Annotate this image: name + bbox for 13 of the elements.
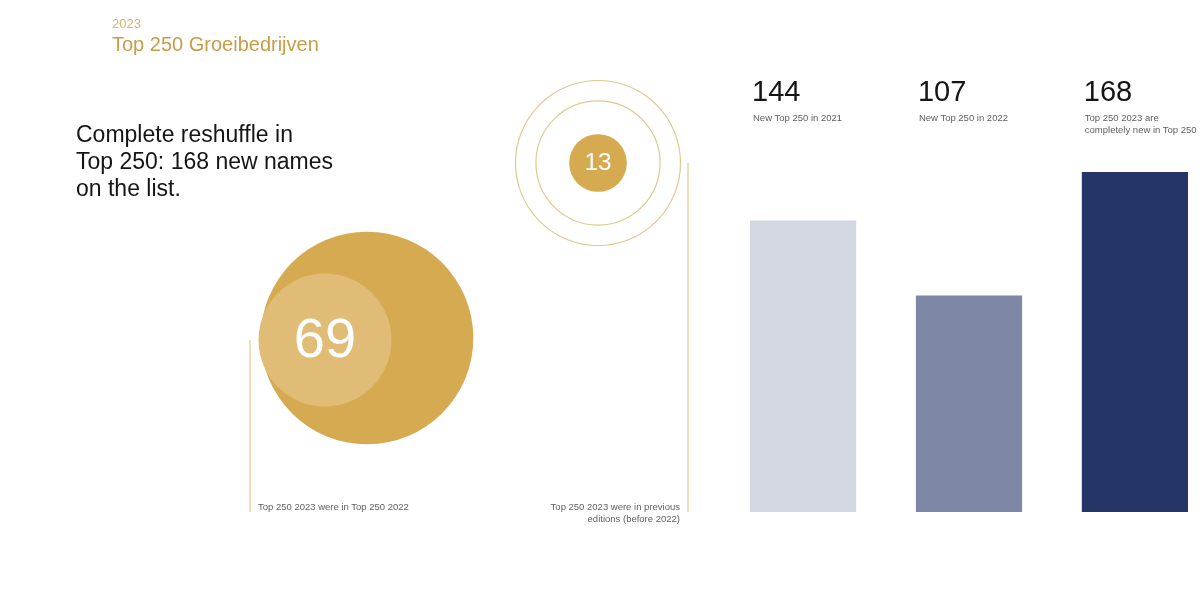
x-tick-label: New Top 250 in 2022	[918, 112, 1008, 123]
x-tick-label: New Top 250 in 2021	[753, 112, 843, 123]
text: 2023	[112, 16, 141, 31]
data-label: 13	[584, 148, 612, 175]
category-label: Top 250 2023 were in Top 250 2022	[258, 501, 409, 512]
text: Complete reshuffle in Top 250: 168 new names on the list.	[76, 121, 334, 201]
category-label: Top 250 2023 were in previous editions (before 2022)	[550, 501, 681, 524]
data-label: 107	[917, 75, 967, 107]
data-label: 69	[293, 306, 357, 369]
data-label: 168	[1083, 75, 1133, 107]
text: Top 250 Groeibedrijven	[112, 33, 319, 55]
data-label: 144	[752, 75, 801, 107]
x-tick-label: Top 250 2023 are completely new in Top 250	[1084, 112, 1197, 135]
